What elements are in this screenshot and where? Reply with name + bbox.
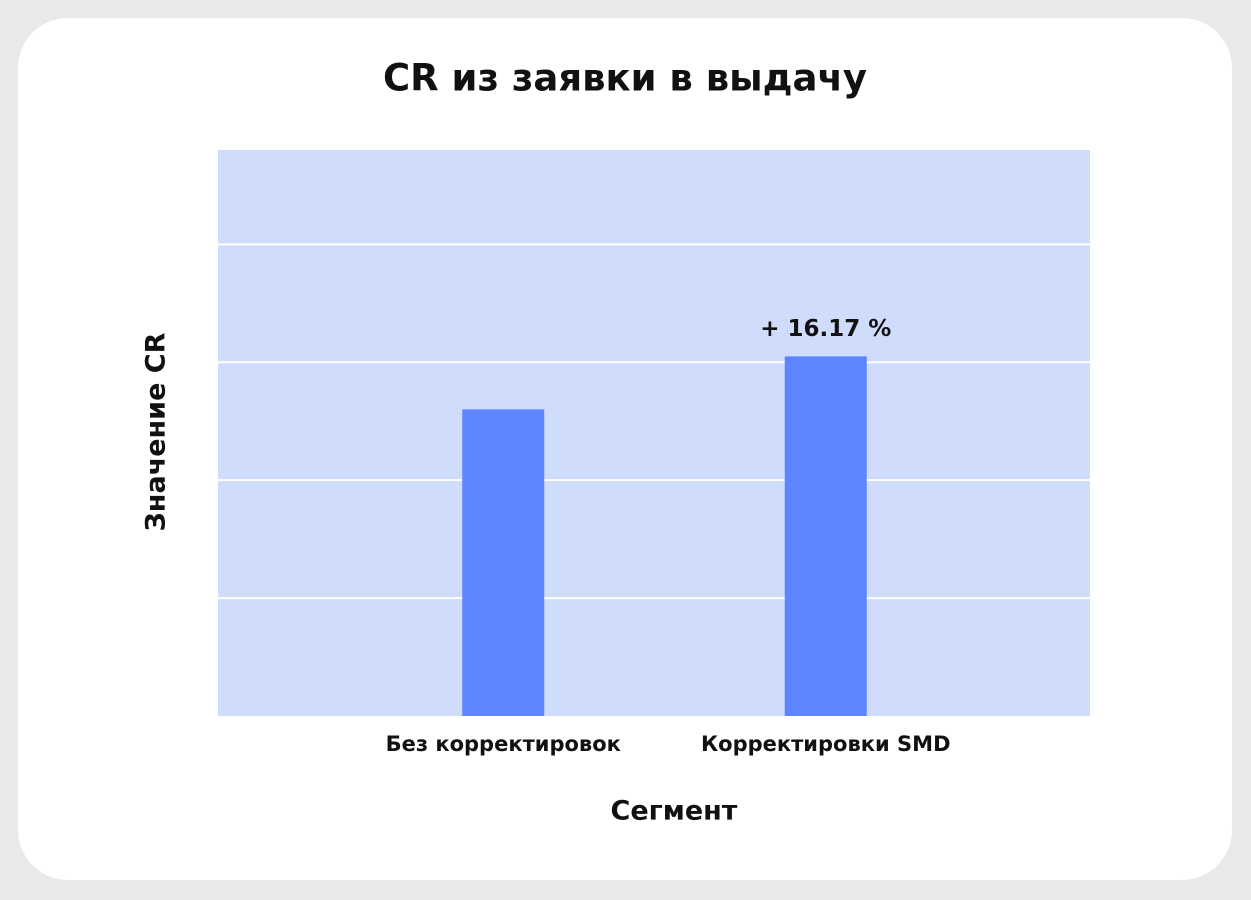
x-tick-label: Корректировки SMD bbox=[701, 732, 951, 756]
x-tick-label: Без корректировок bbox=[386, 732, 621, 756]
bar bbox=[462, 409, 545, 716]
x-axis-label: Сегмент bbox=[611, 796, 738, 827]
y-axis-label: Значение CR bbox=[141, 332, 172, 531]
chart-title: CR из заявки в выдачу bbox=[383, 57, 867, 100]
annotation: + 16.17 % bbox=[760, 316, 891, 342]
plot-area bbox=[218, 150, 1090, 716]
bar bbox=[784, 356, 867, 716]
